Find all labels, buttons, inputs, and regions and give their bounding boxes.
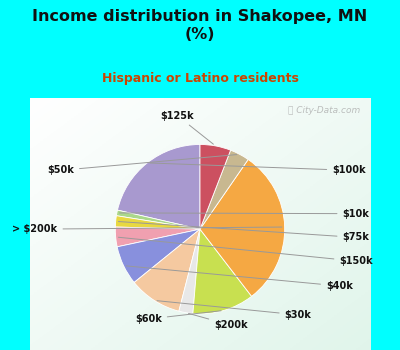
Wedge shape: [193, 229, 252, 314]
Text: Hispanic or Latino residents: Hispanic or Latino residents: [102, 72, 298, 85]
Wedge shape: [118, 145, 200, 229]
Wedge shape: [200, 150, 248, 229]
Text: $100k: $100k: [150, 163, 366, 175]
Text: $60k: $60k: [135, 311, 221, 324]
Text: $150k: $150k: [118, 237, 373, 266]
Text: $30k: $30k: [157, 301, 312, 320]
Wedge shape: [200, 145, 230, 229]
Wedge shape: [117, 229, 200, 282]
Text: $200k: $200k: [188, 313, 248, 330]
Text: $50k: $50k: [47, 155, 237, 175]
Text: > $200k: > $200k: [12, 224, 282, 234]
Wedge shape: [134, 229, 200, 311]
Text: $125k: $125k: [160, 111, 213, 144]
Text: $40k: $40k: [126, 266, 353, 291]
Text: $10k: $10k: [120, 209, 369, 219]
Wedge shape: [179, 229, 200, 314]
Wedge shape: [200, 160, 285, 296]
Text: ⓘ City-Data.com: ⓘ City-Data.com: [288, 106, 360, 114]
Text: $75k: $75k: [118, 222, 369, 243]
Wedge shape: [115, 227, 200, 247]
Wedge shape: [116, 210, 200, 229]
Wedge shape: [115, 216, 200, 229]
Text: Income distribution in Shakopee, MN
(%): Income distribution in Shakopee, MN (%): [32, 9, 368, 42]
